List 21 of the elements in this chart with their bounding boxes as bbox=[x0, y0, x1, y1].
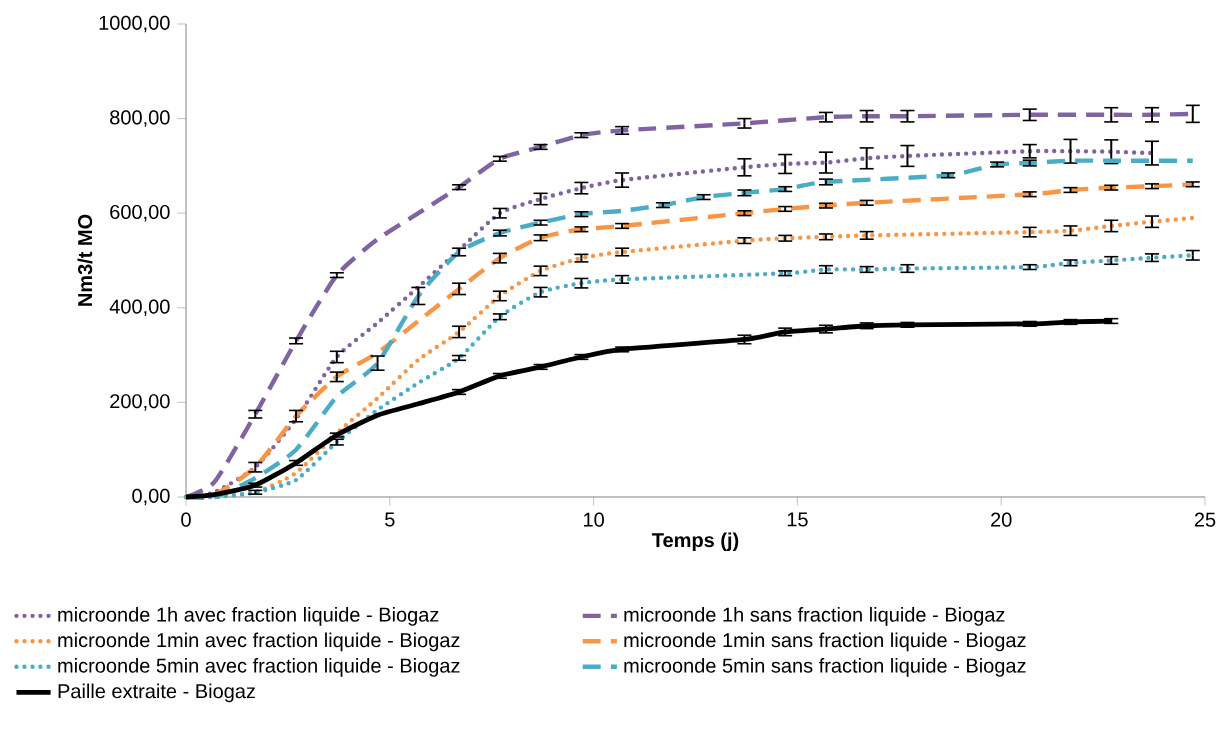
x-tick-label: 0 bbox=[181, 512, 191, 527]
x-tick-label: 20 bbox=[991, 512, 1012, 527]
y-tick-label: 800,00 bbox=[110, 110, 170, 127]
x-axis-title: Temps (j) bbox=[652, 532, 739, 552]
y-tick-label: 400,00 bbox=[109, 299, 170, 317]
legend-label: microonde 1h avec fraction liquide - Biogaz bbox=[58, 607, 439, 626]
legend-label: microonde 5min sans fraction liquide - Biogaz bbox=[624, 658, 1026, 677]
legend-label: microonde 1h sans fraction liquide - Biogaz bbox=[624, 607, 1005, 626]
x-tick-label: 5 bbox=[385, 512, 395, 527]
y-tick-label: 1000,00 bbox=[99, 15, 170, 33]
y-tick-label: 0,00 bbox=[132, 488, 170, 506]
x-tick-label: 25 bbox=[1194, 512, 1216, 527]
x-tick-label: 15 bbox=[787, 512, 808, 527]
legend-label: Paille extraite - Biogaz bbox=[58, 683, 255, 703]
x-tick-label: 10 bbox=[584, 512, 604, 527]
legend-label: microonde 5min avec fraction liquide - Biogaz bbox=[58, 658, 460, 677]
legend-label: microonde 1min avec fraction liquide - Biogaz bbox=[58, 632, 460, 652]
y-axis-title: Nm3/t MO bbox=[77, 214, 93, 306]
y-tick-label: 600,00 bbox=[110, 204, 170, 222]
legend-label: microonde 1min sans fraction liquide - Biogaz bbox=[624, 632, 1026, 652]
y-tick-label: 200,00 bbox=[110, 394, 170, 411]
